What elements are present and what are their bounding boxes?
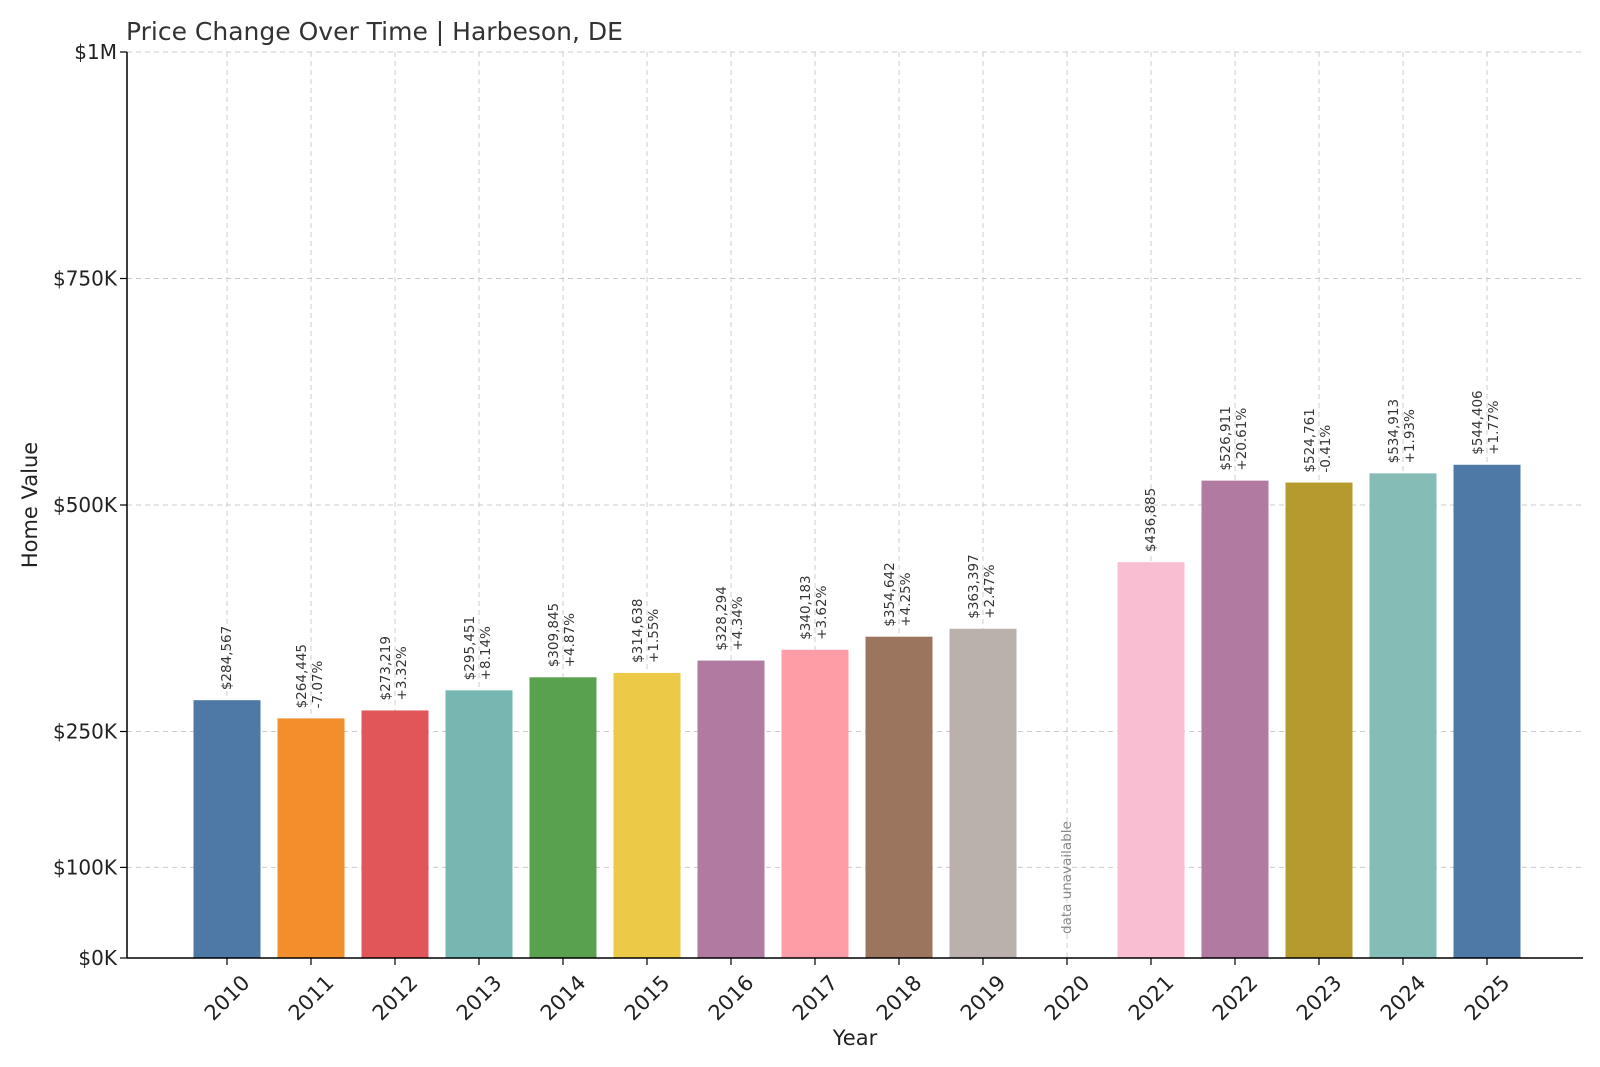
- bar: [865, 636, 933, 958]
- bar: [613, 672, 681, 958]
- bars: [193, 464, 1521, 958]
- bar-change-label: +1.55%: [646, 609, 662, 663]
- x-tick-label: 2023: [1292, 971, 1347, 1026]
- x-ticks: 2010 2011 2012 2013 2014 2015 2016 2017 2018 2019…: [200, 958, 1515, 1025]
- x-tick-label: 2018: [872, 971, 927, 1026]
- bar: [529, 677, 597, 958]
- bar: [277, 718, 345, 958]
- bar-change-label: +1.93%: [1402, 409, 1418, 463]
- y-ticks: $0K $100K $250K $500K $750K $1M: [53, 40, 127, 970]
- bar-change-label: -0.41%: [1318, 425, 1334, 473]
- bar: [1369, 473, 1437, 958]
- bar-value-label: $314,638: [630, 599, 646, 663]
- bar-value-label: $436,885: [1143, 488, 1159, 552]
- bar-change-label: +3.62%: [814, 585, 830, 639]
- x-tick-label: 2016: [704, 971, 759, 1026]
- y-tick-label: $500K: [53, 493, 118, 517]
- x-tick-label: 2020: [1040, 971, 1095, 1026]
- bar-value-label: $354,642: [882, 562, 898, 626]
- bar-labels: $284,567 $264,445 -7.07% $273,219 +3.32% $295…: [219, 390, 1502, 934]
- x-tick-label: 2011: [284, 971, 339, 1026]
- x-tick-label: 2017: [788, 971, 843, 1026]
- bar: [361, 710, 429, 958]
- y-tick-label: $1M: [74, 40, 117, 64]
- bar-change-label: +3.32%: [394, 646, 410, 700]
- bar: [1285, 482, 1353, 958]
- bar-change-label: -7.07%: [310, 660, 326, 708]
- x-tick-label: 2019: [956, 971, 1011, 1026]
- bar-value-label: $363,397: [966, 554, 982, 618]
- y-tick-label: $750K: [53, 267, 118, 291]
- bar: [1453, 464, 1521, 958]
- bar-value-label: $544,406: [1470, 390, 1486, 454]
- x-tick-label: 2025: [1460, 971, 1515, 1026]
- bar-value-label: $534,913: [1386, 399, 1402, 463]
- bar-change-label: +8.14%: [478, 626, 494, 680]
- bar-change-label: +4.87%: [562, 613, 578, 667]
- x-tick-label: 2012: [368, 971, 423, 1026]
- bar-change-label: +4.25%: [898, 572, 914, 626]
- bar-value-label: $526,911: [1218, 406, 1234, 470]
- bar: [697, 660, 765, 958]
- bar: [445, 690, 513, 958]
- bar-change-label: +4.34%: [730, 596, 746, 650]
- bar: [1117, 562, 1185, 958]
- bar-value-label: $295,451: [462, 616, 478, 680]
- bar: [193, 700, 261, 958]
- bar: [1201, 480, 1269, 958]
- y-tick-label: $0K: [78, 946, 117, 970]
- bar-value-label: $284,567: [219, 626, 235, 690]
- x-tick-label: 2014: [536, 971, 591, 1026]
- bar-value-label: $340,183: [798, 575, 814, 639]
- x-tick-label: 2010: [200, 971, 255, 1026]
- bar-change-label: +20.61%: [1234, 408, 1250, 471]
- x-tick-label: 2013: [452, 971, 507, 1026]
- bar-change-label: +2.47%: [982, 564, 998, 618]
- bar-value-label: $328,294: [714, 586, 730, 650]
- bar: [949, 628, 1017, 958]
- bar-value-label: $273,219: [378, 636, 394, 700]
- y-tick-label: $250K: [53, 720, 118, 744]
- bar-value-label: $264,445: [294, 644, 310, 708]
- missing-data-label: data unavailable: [1059, 821, 1075, 934]
- bar-change-label: +1.77%: [1486, 400, 1502, 454]
- y-tick-label: $100K: [53, 855, 118, 879]
- bar-value-label: $524,761: [1302, 408, 1318, 472]
- y-axis-label: Home Value: [18, 442, 42, 568]
- x-tick-label: 2021: [1124, 971, 1179, 1026]
- grid-lines: [127, 51, 1583, 958]
- bar-value-label: $309,845: [546, 603, 562, 667]
- x-tick-label: 2022: [1208, 971, 1263, 1026]
- x-axis-label: Year: [832, 1026, 878, 1050]
- bar: [781, 649, 849, 958]
- chart-title: Price Change Over Time | Harbeson, DE: [126, 17, 623, 46]
- x-tick-label: 2015: [620, 971, 675, 1026]
- x-tick-label: 2024: [1376, 971, 1431, 1026]
